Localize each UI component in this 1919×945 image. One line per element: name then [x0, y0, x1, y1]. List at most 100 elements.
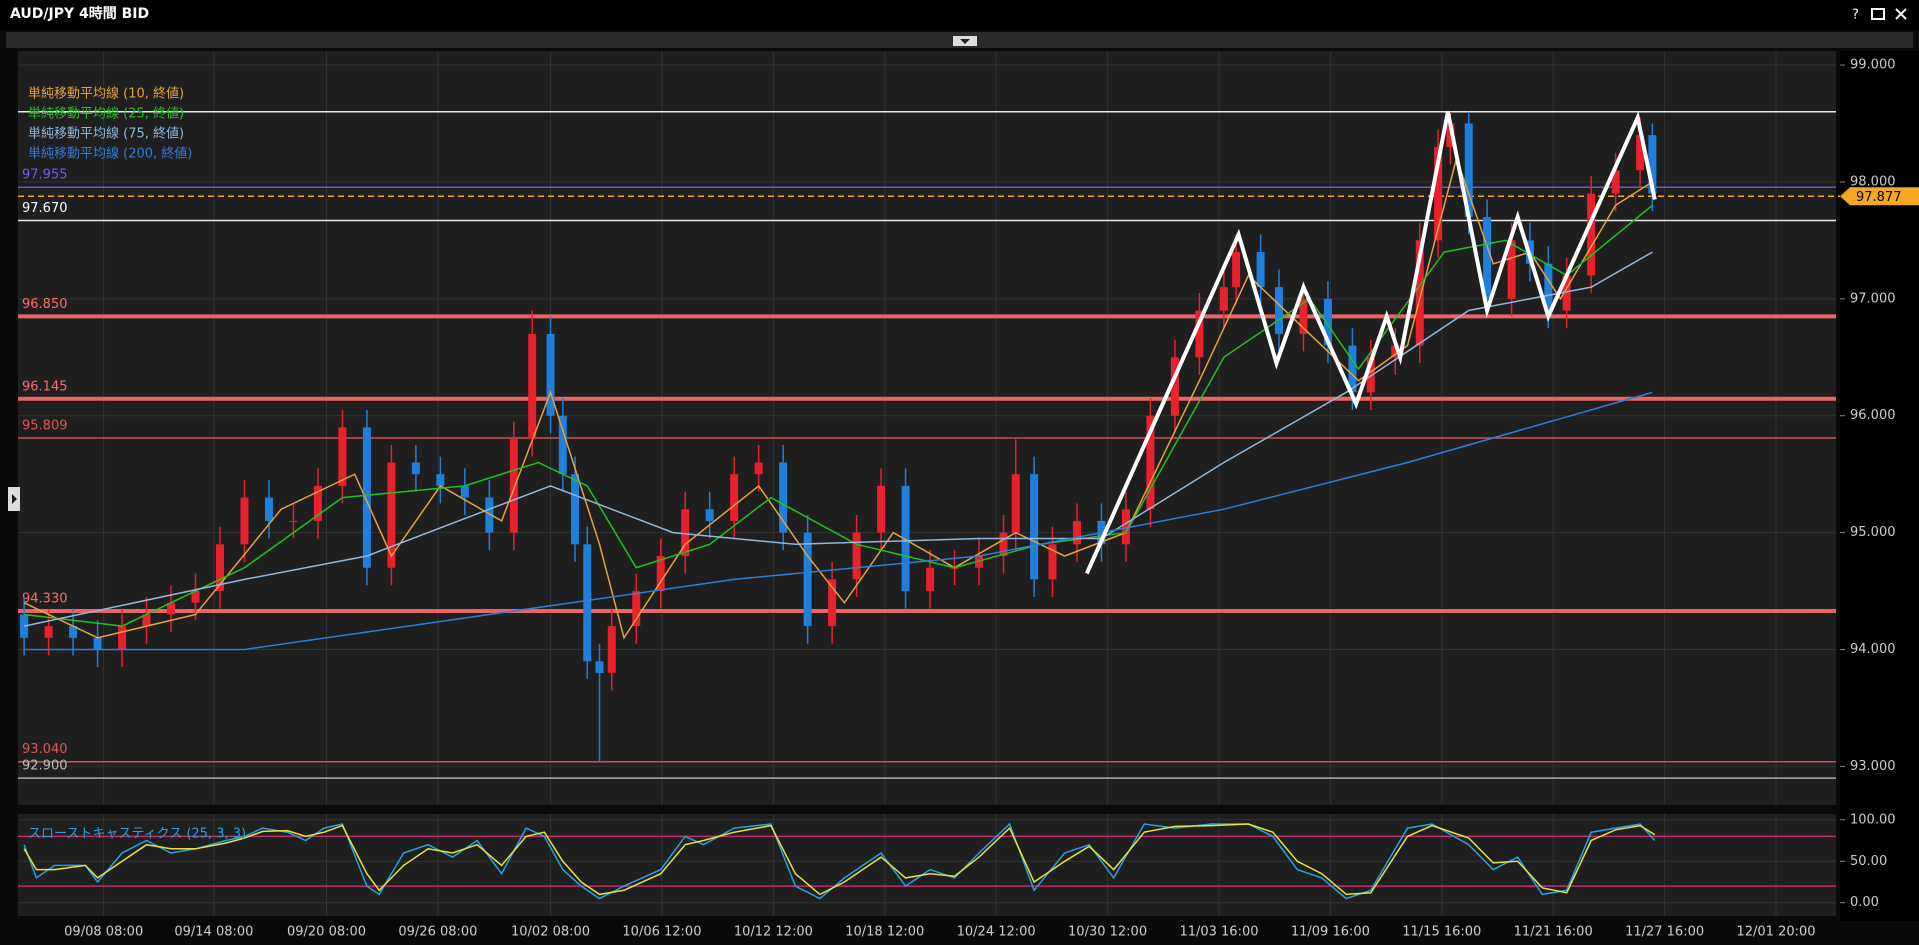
- x-tick-label: 11/27 16:00: [1625, 925, 1704, 940]
- candle-body: [1507, 240, 1516, 299]
- candle-body: [69, 626, 78, 638]
- candle-body: [1170, 357, 1179, 416]
- moving-average-line: [24, 391, 1653, 651]
- current-price-label: 97.877: [1856, 190, 1902, 205]
- candle-body: [595, 661, 604, 673]
- candle-body: [1299, 298, 1308, 334]
- legend-entry: 単純移動平均線 (200, 終値): [28, 146, 192, 162]
- candle-body: [546, 333, 555, 416]
- candle-body: [289, 520, 298, 522]
- candle-body: [1415, 240, 1424, 346]
- x-tick-label: 10/24 12:00: [957, 925, 1036, 940]
- y-tick-label: 50.00: [1850, 854, 1887, 869]
- candle-body: [1256, 252, 1265, 288]
- candle-body: [1195, 310, 1204, 358]
- candle-body: [583, 544, 592, 662]
- candle-body: [1121, 509, 1130, 545]
- candle-body: [1611, 170, 1620, 194]
- y-tick-label: 99.000: [1850, 58, 1896, 73]
- y-tick-label: 95.000: [1850, 525, 1896, 540]
- candle-body: [1648, 135, 1657, 194]
- candle-body: [754, 462, 763, 475]
- level-label: 95.809: [22, 419, 68, 434]
- candle-body: [240, 497, 249, 545]
- candle-body: [705, 509, 714, 521]
- candle-body: [1274, 287, 1283, 334]
- candle-body: [1348, 345, 1357, 393]
- x-tick-label: 09/08 08:00: [64, 925, 143, 940]
- candle-body: [93, 637, 102, 650]
- candle-body: [264, 497, 273, 521]
- current-price-tag: [1840, 187, 1919, 206]
- level-label: 93.040: [22, 742, 68, 757]
- candle-body: [681, 509, 690, 557]
- stochastic-panel: [18, 814, 1836, 916]
- level-label: 94.330: [22, 591, 68, 606]
- candle-body: [1562, 275, 1571, 311]
- candle-body: [803, 532, 812, 627]
- candle-body: [877, 485, 886, 533]
- candle-body: [1391, 345, 1400, 358]
- candle-body: [1544, 263, 1553, 311]
- legend-entry: 単純移動平均線 (75, 終値): [28, 126, 184, 142]
- candle-body: [313, 485, 322, 521]
- stochastic-line: [23, 823, 1656, 896]
- x-tick-label: 09/26 08:00: [398, 925, 477, 940]
- y-tick-label: 98.000: [1850, 174, 1896, 189]
- stochastic-line: [23, 822, 1656, 900]
- trendline: [1084, 111, 1657, 575]
- candle-body: [607, 626, 616, 673]
- candle-body: [1464, 123, 1473, 217]
- x-tick-label: 09/20 08:00: [287, 925, 366, 940]
- candle-body: [142, 614, 151, 627]
- candle-body: [528, 333, 537, 440]
- indicator-legend: スローストキャスティクス (25, 3, 3): [28, 827, 246, 842]
- candle-body: [167, 602, 176, 615]
- candle-body: [1048, 544, 1057, 580]
- window-title: AUD/JPY 4時間 BID: [10, 5, 149, 22]
- candle-body: [1446, 123, 1455, 147]
- candle-body: [571, 474, 580, 545]
- moving-average-line: [23, 251, 1653, 627]
- x-tick-label: 09/14 08:00: [174, 925, 253, 940]
- candle-body: [926, 567, 935, 592]
- candle-body: [1072, 520, 1081, 545]
- candle-body: [1146, 415, 1155, 510]
- candle-body: [191, 591, 200, 603]
- candle-body: [44, 626, 53, 638]
- candle-body: [411, 462, 420, 475]
- candle-body: [1483, 216, 1492, 299]
- candle-body: [338, 427, 347, 486]
- close-button[interactable]: [1895, 8, 1907, 20]
- moving-average-line: [24, 204, 1653, 627]
- y-tick-label: 97.000: [1850, 291, 1896, 306]
- candle-body: [1587, 193, 1596, 276]
- level-label: 96.850: [22, 297, 68, 312]
- y-tick-label: 0.00: [1850, 895, 1879, 910]
- x-tick-label: 10/02 08:00: [511, 925, 590, 940]
- x-tick-label: 11/21 16:00: [1514, 925, 1593, 940]
- legend-entry: 単純移動平均線 (25, 終値): [28, 106, 184, 122]
- candle-body: [1232, 252, 1241, 288]
- candle-body: [1030, 474, 1039, 580]
- candle-body: [1366, 357, 1375, 393]
- level-label: 92.900: [22, 759, 68, 774]
- x-tick-label: 10/30 12:00: [1068, 925, 1147, 940]
- x-tick-label: 10/06 12:00: [622, 925, 701, 940]
- y-tick-label: 93.000: [1850, 759, 1896, 774]
- candle-body: [118, 626, 127, 650]
- side-tab-icon: [12, 494, 17, 504]
- level-label: 96.145: [22, 379, 68, 394]
- candle-body: [828, 579, 837, 627]
- legend-entry: 単純移動平均線 (10, 終値): [28, 86, 184, 102]
- help-button[interactable]: ?: [1852, 8, 1859, 23]
- candle-body: [779, 462, 788, 533]
- candle-body: [387, 462, 396, 568]
- title-bar: [0, 0, 1919, 30]
- candle-body: [730, 474, 739, 521]
- x-tick-label: 11/09 16:00: [1291, 925, 1370, 940]
- candle-body: [485, 497, 494, 533]
- maximize-button[interactable]: [1871, 8, 1885, 20]
- candle-body: [632, 591, 641, 627]
